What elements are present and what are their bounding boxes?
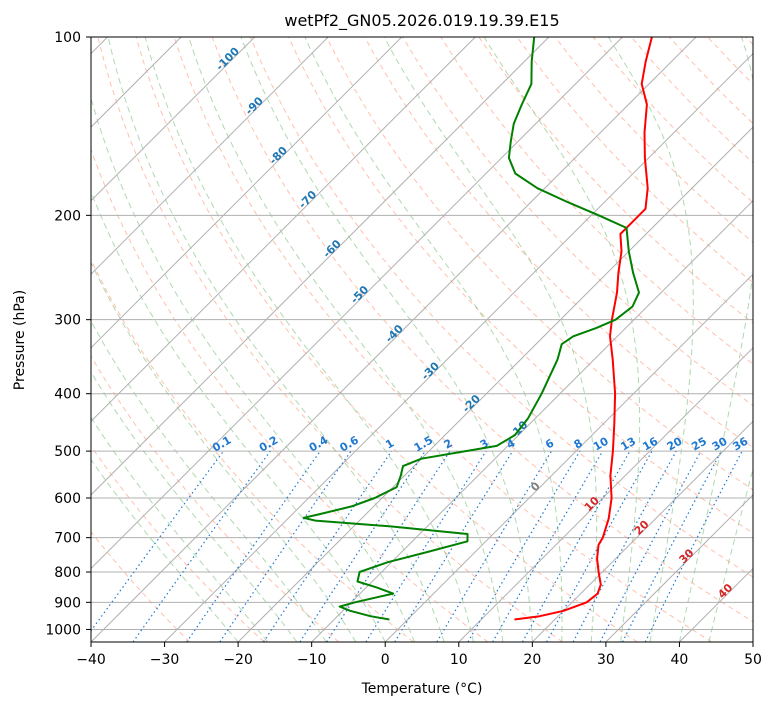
moist-adiabat — [607, 37, 694, 642]
isotherm-line — [384, 273, 753, 642]
isotherm-line — [91, 37, 476, 423]
isotherm-line — [164, 52, 753, 642]
x-tick-label: −40 — [76, 652, 106, 668]
x-tick-label: 20 — [523, 652, 541, 668]
x-tick-label: 10 — [450, 652, 468, 668]
mixing-ratio-line — [326, 450, 451, 642]
y-tick-label: 400 — [54, 387, 81, 403]
x-tick-label: −30 — [150, 652, 180, 668]
dry-adiabats — [91, 37, 753, 642]
moist-adiabat — [240, 37, 533, 642]
moist-adiabat — [304, 37, 563, 642]
isotherm-line — [91, 37, 403, 349]
isotherms — [91, 37, 753, 642]
dry-adiabat — [516, 37, 753, 284]
y-tick-label: 700 — [54, 531, 81, 547]
isotherm-line — [531, 420, 753, 642]
dry-adiabat — [249, 37, 753, 578]
dry-adiabat — [402, 37, 753, 407]
moist-adiabats — [91, 37, 753, 642]
isotherm-line — [458, 347, 753, 642]
dewpoint-line — [302, 37, 640, 621]
moist-adiabat — [107, 37, 445, 642]
moist-adiabat — [91, 458, 239, 642]
moist-adiabat — [678, 37, 753, 642]
moist-adiabat — [144, 37, 474, 642]
isotherm-line — [91, 37, 697, 642]
mixing-ratio-line — [394, 450, 514, 642]
dry-adiabat — [135, 37, 638, 642]
moist-adiabat — [188, 37, 504, 642]
dry-adiabat — [91, 445, 265, 642]
mixing-ratio-line — [572, 450, 677, 642]
isotherm-line — [91, 37, 329, 275]
chart-title: wetPf2_GN05.2026.019.19.39.E15 — [284, 11, 559, 31]
mixing-ratio-line — [299, 450, 426, 642]
x-tick-label: −20 — [223, 652, 253, 668]
moist-adiabat — [383, 37, 598, 642]
x-tick-label: −10 — [297, 652, 327, 668]
sounding-series — [302, 37, 653, 621]
x-tick-label: 40 — [671, 652, 689, 668]
moist-adiabat — [91, 416, 268, 642]
pressure-gridlines — [91, 37, 753, 630]
mixing-ratio-line — [186, 450, 321, 642]
y-tick-label: 1000 — [45, 622, 81, 638]
isotherm-line — [91, 37, 256, 202]
mixing-ratio-line — [219, 450, 352, 642]
mixing-ratio-line — [436, 450, 553, 642]
isotherm-line — [91, 37, 550, 496]
y-tick-label: 300 — [54, 313, 81, 329]
x-tick-label: 50 — [744, 652, 762, 668]
dry-adiabat — [97, 37, 563, 642]
isotherm-line — [237, 126, 753, 642]
y-axis-label: Pressure (hPa) — [12, 290, 28, 390]
dry-adiabat — [91, 148, 489, 642]
moist-adiabat — [708, 467, 753, 642]
isotherm-line — [91, 37, 623, 570]
y-tick-label: 500 — [54, 444, 81, 460]
y-tick-label: 200 — [54, 208, 81, 224]
y-tick-label: 100 — [54, 30, 81, 46]
x-tick-label: 0 — [381, 652, 390, 668]
y-tick-label: 900 — [54, 595, 81, 611]
moist-adiabat — [91, 320, 327, 642]
moist-adiabat — [91, 370, 298, 642]
mixing-ratio-line — [599, 450, 702, 642]
moist-adiabat — [91, 261, 357, 642]
mixing-ratio-lines — [91, 450, 743, 642]
y-tick-label: 800 — [54, 565, 81, 581]
isotherm-line — [605, 494, 753, 642]
plot-frame — [90, 36, 754, 643]
x-axis-label: Temperature (°C) — [361, 681, 483, 697]
x-axis-ticks: −40 −30 −20 −10 0 10 20 30 40 50 — [76, 642, 762, 668]
x-tick-label: 30 — [597, 652, 615, 668]
temperature-line — [514, 37, 653, 621]
moist-adiabat — [91, 190, 386, 642]
dry-adiabat — [440, 37, 753, 365]
isotherm-line — [311, 199, 753, 642]
y-axis-ticks: 100 200 300 400 500 600 700 800 900 1000 — [45, 30, 91, 638]
mixing-ratio-line — [467, 450, 581, 642]
y-tick-label: 600 — [54, 491, 81, 507]
mixing-ratio-line — [262, 450, 392, 642]
mixing-ratio-line — [132, 450, 271, 642]
dry-adiabat — [211, 37, 753, 623]
moist-adiabat — [483, 37, 641, 642]
dry-adiabat — [91, 531, 191, 642]
